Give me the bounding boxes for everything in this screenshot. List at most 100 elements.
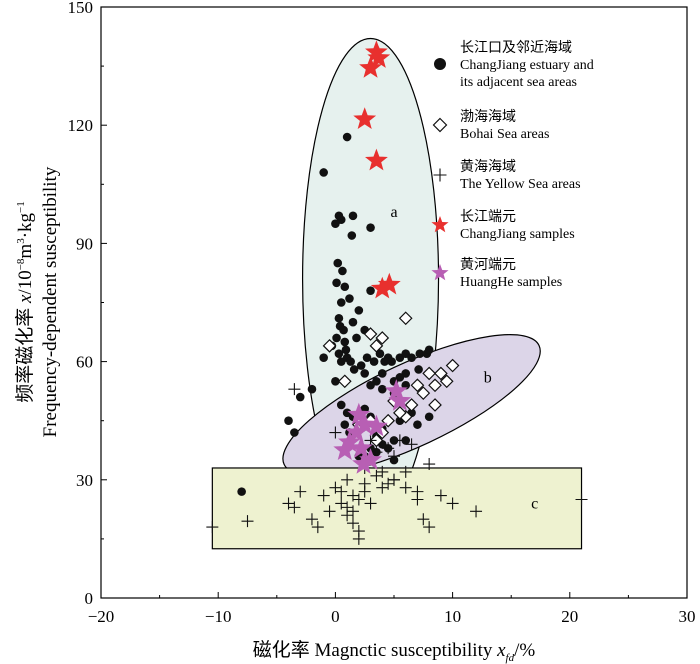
series-0-point	[414, 365, 423, 374]
series-0-point	[319, 353, 328, 362]
series-2-point	[575, 493, 588, 506]
series-0-point	[377, 384, 387, 394]
series-0-point	[366, 380, 375, 390]
series-4-point	[352, 452, 375, 474]
series-3-point	[365, 148, 388, 171]
y-tick-label: 150	[68, 0, 94, 17]
series-0-point	[331, 219, 340, 228]
series-2-point	[399, 481, 412, 494]
region-label-a: a	[390, 204, 397, 221]
legend-label-zh: 渤海海域	[460, 109, 516, 125]
legend-marker-circle-0	[434, 58, 446, 70]
series-0-point	[319, 168, 328, 177]
series-0-point	[360, 369, 370, 378]
region-c	[211, 467, 583, 550]
series-0-point	[338, 266, 347, 276]
series-4-point	[365, 414, 388, 437]
series-2-point	[376, 465, 389, 478]
series-2-point	[288, 383, 301, 396]
series-2-point	[358, 477, 371, 490]
x-axis: −20 −10 0 10 20 30	[88, 592, 696, 626]
series-1-point	[439, 374, 454, 389]
series-0-point	[375, 349, 385, 359]
series-1-point	[404, 398, 419, 412]
legend-label-en: HuangHe samples	[460, 275, 562, 290]
y-axis-title: 频率磁化率 x/10−8m3·kg−1 Frequency-dependent …	[14, 166, 61, 437]
y-tick-label: 30	[76, 471, 93, 490]
legend-marker-diamond-1	[432, 117, 448, 133]
series-3-point	[370, 276, 394, 299]
series-0-point	[380, 357, 389, 366]
series-4-point	[333, 438, 357, 460]
series-3-point	[359, 56, 382, 78]
series-0-point	[333, 258, 343, 268]
series-1-point	[428, 378, 442, 393]
series-0-point	[354, 306, 364, 315]
series-0-point	[387, 357, 396, 366]
series-2-point	[388, 450, 400, 463]
series-0-point	[413, 420, 422, 429]
y-axis-title-line1: 频率磁化率 x/10−8m3·kg−1	[14, 201, 36, 403]
series-0-point	[345, 294, 354, 303]
series-0-point	[342, 132, 352, 142]
series-2-point	[341, 501, 354, 514]
region-label-c: c	[531, 495, 538, 512]
series-0-point	[415, 349, 425, 359]
legend-label-zh: 黄河端元	[460, 256, 516, 273]
x-tick-label: −10	[205, 607, 232, 626]
series-2-point	[417, 513, 430, 526]
series-2-point	[323, 505, 336, 518]
y-tick-label: 0	[85, 589, 94, 608]
series-0-point	[366, 223, 375, 232]
series-4-point	[349, 436, 373, 458]
x-tick-label: 20	[561, 607, 578, 626]
legend-item: 渤海海域 Bohai Sea areas	[432, 109, 549, 142]
series-2-point	[241, 515, 254, 528]
series-0-point	[347, 231, 357, 240]
legend-label-en: The Yellow Sea areas	[460, 177, 581, 192]
regions-layer	[211, 37, 583, 550]
series-4-point	[384, 379, 408, 401]
x-tick-label: 30	[679, 607, 696, 626]
legend-item: 长江端元 ChangJiang samples	[431, 209, 575, 242]
series-2-point	[399, 465, 412, 478]
legend-label-en: ChangJiang estuary and	[460, 58, 594, 73]
y-tick-label: 90	[76, 234, 93, 253]
series-1-point	[445, 358, 460, 373]
series-2-point	[294, 485, 307, 498]
series-0-point	[307, 384, 317, 394]
series-3-point	[365, 40, 388, 63]
series-0-point	[334, 211, 344, 221]
series-0-point	[340, 337, 350, 347]
series-2-point	[335, 485, 348, 498]
series-0-point	[295, 392, 305, 402]
legend-label-en: Bohai Sea areas	[460, 127, 549, 142]
region-label-b: b	[484, 369, 492, 386]
series-3-point	[353, 107, 377, 129]
series-0-point	[332, 333, 341, 343]
series-0-point	[424, 345, 434, 355]
series-1-point	[322, 338, 337, 353]
x-tick-label: 10	[444, 607, 461, 626]
series-0-point	[339, 325, 348, 335]
series-2-point	[364, 497, 377, 510]
series-0-point	[336, 298, 346, 307]
series-0-point	[352, 333, 361, 343]
region-labels: a b c	[390, 204, 538, 513]
series-0-point	[369, 357, 379, 366]
series-4-point	[388, 389, 412, 411]
legend-label-en: ChangJiang samples	[460, 227, 575, 242]
series-0-point	[356, 361, 366, 370]
legend-marker-cross-2	[433, 168, 447, 182]
series-0-point	[237, 487, 246, 496]
legend-item: 长江口及邻近海域 ChangJiang estuary and its adjace…	[434, 40, 594, 90]
series-0-point	[290, 428, 299, 437]
series-2-point	[405, 438, 418, 451]
series-2-point	[382, 442, 395, 455]
y-axis: 0 30 60 90 120 150	[68, 0, 107, 608]
series-1-point	[410, 378, 425, 393]
series-2-point	[352, 532, 365, 545]
series-2-point	[305, 513, 318, 526]
series-3-point	[377, 272, 401, 295]
